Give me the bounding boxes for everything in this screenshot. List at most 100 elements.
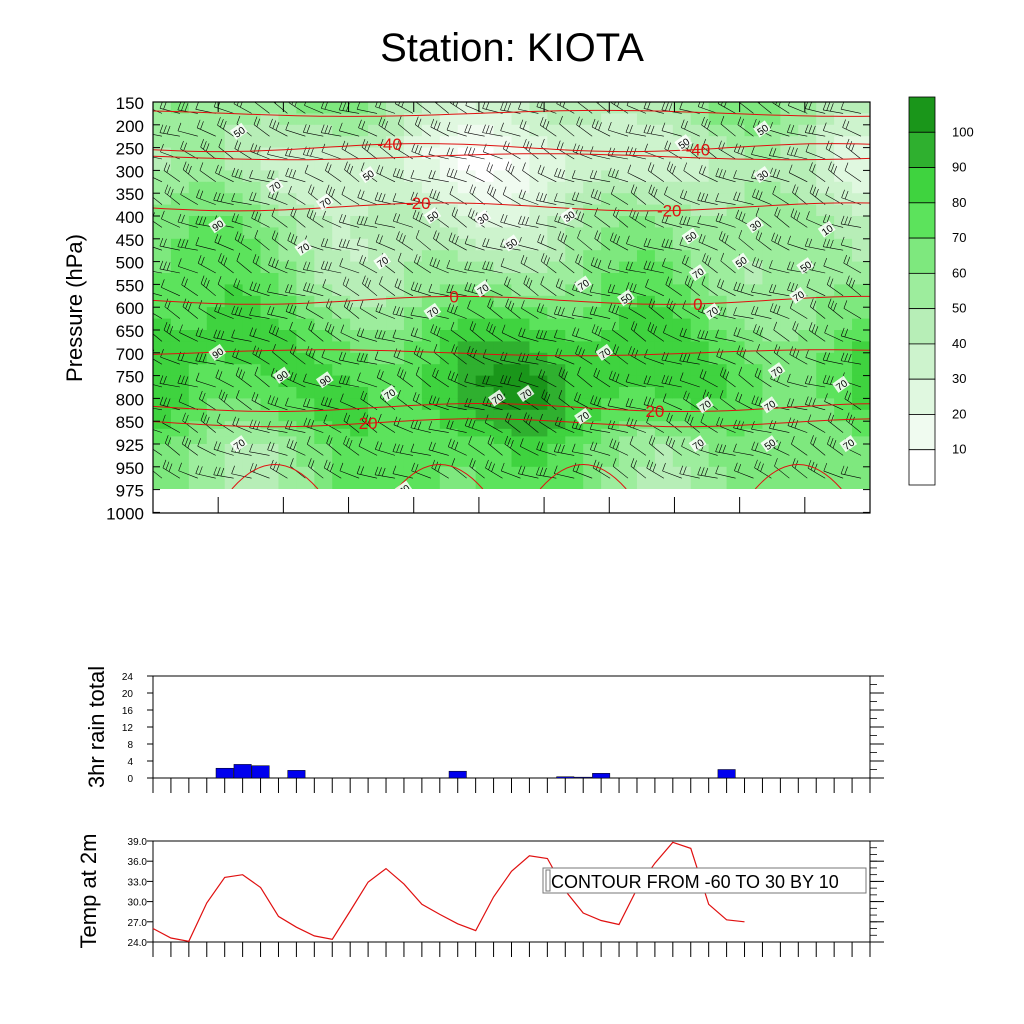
wind-barb: [840, 215, 862, 228]
rh-cell: [170, 284, 190, 297]
wind-barb: [379, 276, 396, 297]
rh-cell: [762, 113, 781, 126]
rh-cell: [386, 428, 405, 437]
wind-barb: [254, 229, 270, 251]
wind-barb: [447, 370, 467, 388]
wind-barb: [177, 213, 198, 228]
wind-barb: [715, 212, 736, 228]
rh-cell: [780, 170, 799, 183]
rh-cell: [583, 436, 602, 445]
wind-barb: [774, 458, 790, 479]
wind-barb: [536, 215, 557, 228]
rh-cell: [852, 147, 870, 160]
colorbar-box: [908, 272, 936, 310]
rh-contour-label: 70: [294, 238, 312, 257]
rh-cell: [242, 159, 262, 171]
colorbar-box: [908, 202, 936, 239]
wind-barb: [666, 298, 682, 319]
rh-cell: [421, 364, 441, 377]
wind-barb: [161, 210, 181, 228]
rh-cell: [314, 428, 333, 437]
wind-barb: [751, 146, 772, 160]
rh-cell: [403, 204, 423, 217]
rh-cell: [511, 421, 531, 430]
rh-cell: [242, 466, 262, 489]
rh-cell: [457, 284, 477, 297]
temp-contour-label: -40: [686, 141, 711, 160]
wind-barb: [554, 348, 575, 365]
rh-cell: [314, 387, 333, 399]
rh-cell: [457, 375, 477, 388]
rh-cell: [242, 352, 262, 365]
rh-cell: [852, 352, 870, 365]
rh-cell: [224, 227, 244, 240]
rh-cell: [457, 318, 477, 331]
rh-cell: [601, 307, 620, 320]
temp-time-ticks: [152, 942, 871, 957]
rh-cell: [762, 318, 781, 331]
wind-barb: [824, 324, 844, 342]
wind-barb: [322, 210, 342, 228]
wind-barb: [628, 300, 647, 319]
wind-barb: [234, 140, 252, 160]
wind-barb: [465, 102, 485, 114]
rh-cell: [726, 398, 746, 411]
rh-cell: [368, 273, 387, 285]
rh-contour-label: 50: [681, 227, 700, 245]
rh-cell: [153, 318, 172, 331]
rh-cell: [170, 181, 190, 194]
rh-cell: [780, 238, 799, 251]
rh-cell: [583, 159, 602, 171]
rh-cell: [439, 387, 459, 399]
wind-barb: [733, 327, 754, 342]
wind-barb: [571, 170, 593, 183]
wind-barb: [843, 300, 862, 319]
rh-cell: [511, 444, 531, 468]
wind-barb: [840, 236, 862, 251]
wind-barb: [429, 257, 449, 274]
rh-cell: [170, 466, 190, 489]
rh-cell: [816, 147, 835, 160]
rh-cell: [475, 261, 495, 274]
wind-barb: [469, 458, 485, 479]
wind-barb: [733, 281, 754, 297]
rh-cell: [619, 352, 638, 365]
rh-cell: [601, 387, 620, 399]
wind-barb: [719, 390, 736, 411]
wind-barb: [805, 143, 826, 160]
rh-cell: [816, 318, 835, 331]
rh-cell: [529, 307, 548, 320]
wind-barb: [356, 102, 378, 114]
wind-barb: [827, 435, 844, 456]
rh-cell: [619, 159, 638, 171]
rh-cell: [798, 204, 817, 217]
temp-contour-line: [754, 464, 842, 489]
wind-barb: [607, 397, 629, 411]
wind-barb: [810, 435, 826, 456]
rain-bar: [287, 770, 306, 779]
wind-barb: [338, 213, 360, 228]
rh-cell: [332, 307, 351, 320]
wind-barb: [720, 252, 736, 274]
rh-cell: [350, 330, 369, 342]
wind-barb: [249, 443, 270, 456]
rh-contour-label: 70: [574, 275, 592, 293]
colorbar-box: [908, 237, 936, 274]
rh-cell: [636, 295, 656, 308]
wind-barb: [343, 435, 360, 456]
rh-cell: [457, 159, 477, 171]
rh-cell: [153, 181, 172, 194]
wind-barb: [430, 118, 449, 137]
rh-cell: [547, 409, 566, 422]
wind-barb: [647, 322, 665, 342]
temp-tick-label: 30.0: [128, 898, 148, 909]
wind-barb: [843, 254, 862, 274]
wind-barb: [196, 119, 216, 137]
rh-cell: [726, 387, 746, 399]
rh-cell: [493, 364, 513, 377]
rh-cell: [834, 124, 853, 137]
wind-barb: [769, 260, 790, 274]
rh-contour-label: 90: [272, 366, 291, 385]
rh-cell: [619, 193, 638, 206]
